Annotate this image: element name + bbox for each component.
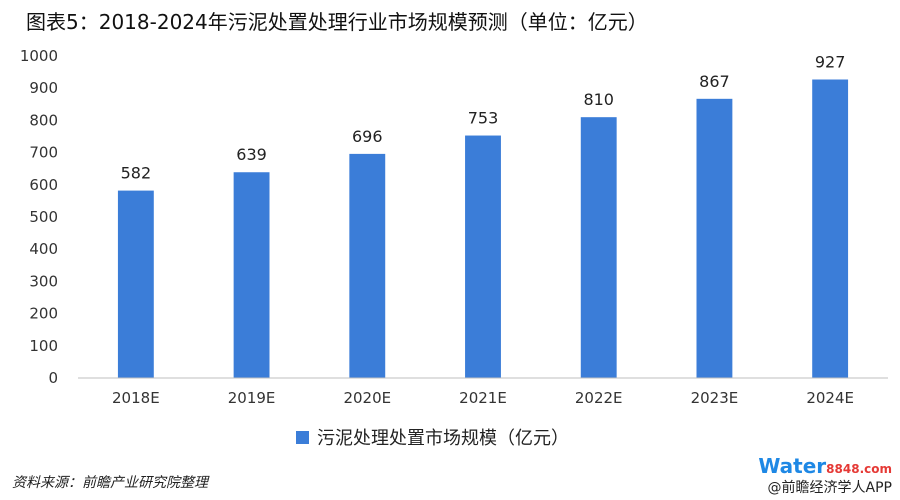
footer-brand: Water8848.com @前瞻经济学人APP: [758, 456, 892, 497]
y-tick-label: 0: [48, 369, 58, 387]
y-tick-label: 500: [29, 208, 58, 226]
bars-group: 582 639 696 753 810 867 927: [117, 53, 849, 379]
legend: 污泥处理处置市场规模（亿元）: [296, 424, 569, 450]
y-tick-label: 600: [29, 176, 58, 194]
bar-2024E: [812, 79, 849, 379]
x-tick-label: 2020E: [343, 389, 391, 407]
x-axis: 2018E 2019E 2020E 2021E 2022E 2023E 2024E: [78, 377, 888, 407]
x-tick-label: 2018E: [112, 389, 160, 407]
data-label: 867: [699, 72, 730, 91]
data-label: 639: [236, 145, 267, 164]
chart-title: 图表5：2018-2024年污泥处置处理行业市场规模预测（单位：亿元）: [26, 10, 648, 34]
brand-logo: Water8848.com: [758, 454, 892, 478]
bar-2019E: [233, 172, 270, 378]
x-tick-label: 2021E: [459, 389, 507, 407]
y-axis: 0 100 200 300 400 500 600 700 800 900 1000: [20, 47, 58, 387]
y-tick-label: 100: [29, 337, 58, 355]
data-label: 927: [815, 53, 846, 72]
legend-swatch: [296, 430, 309, 444]
brand-line: @前瞻经济学人APP: [767, 480, 892, 496]
data-label: 696: [352, 127, 383, 146]
x-tick-label: 2019E: [228, 389, 276, 407]
bar-2020E: [349, 153, 386, 378]
y-tick-label: 200: [29, 305, 58, 323]
x-tick-label: 2022E: [575, 389, 623, 407]
x-tick-label: 2024E: [806, 389, 854, 407]
bar-2018E: [117, 190, 154, 378]
legend-label: 污泥处理处置市场规模（亿元）: [317, 428, 569, 449]
data-label: 753: [468, 109, 499, 128]
data-label: 582: [121, 164, 152, 183]
y-tick-label: 1000: [20, 47, 58, 65]
y-tick-label: 700: [29, 144, 58, 162]
y-tick-label: 400: [29, 240, 58, 258]
y-tick-label: 900: [29, 79, 58, 97]
y-tick-label: 800: [29, 111, 58, 129]
bar-2021E: [465, 135, 501, 378]
source-note: 资料来源：前瞻产业研究院整理: [12, 475, 208, 491]
x-tick-label: 2023E: [691, 389, 739, 407]
data-label: 810: [583, 90, 614, 109]
bar-2022E: [580, 117, 617, 379]
bar-2023E: [696, 98, 733, 379]
y-tick-label: 300: [29, 272, 58, 290]
